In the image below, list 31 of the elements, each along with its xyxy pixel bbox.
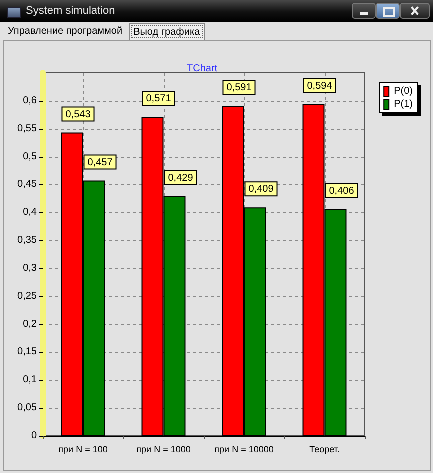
data-label: 0,409 bbox=[248, 184, 274, 196]
data-label: 0,429 bbox=[168, 172, 194, 184]
x-tick-label: при N = 1000 bbox=[136, 444, 191, 454]
y-tick-label: 0,35 bbox=[18, 235, 38, 246]
text: Выод графика bbox=[128, 23, 206, 40]
x-tick-label: при N = 100 bbox=[58, 444, 108, 454]
y-tick-label: 0,1 bbox=[23, 374, 38, 386]
y-tick-label: 0,55 bbox=[18, 123, 38, 134]
y-tick-label: 0,3 bbox=[23, 262, 38, 274]
x-tick-label: при N = 10000 bbox=[214, 444, 274, 454]
data-label: 0,406 bbox=[329, 186, 355, 197]
y-tick-label: 0,4 bbox=[23, 207, 38, 218]
text: Управление программой bbox=[7, 25, 124, 39]
data-label: 0,543 bbox=[66, 109, 92, 120]
text: System simulation bbox=[26, 5, 116, 17]
data-label: 0,457 bbox=[88, 157, 114, 168]
data-label: 0,591 bbox=[226, 82, 252, 94]
chart-title: TChart bbox=[187, 64, 218, 74]
y-tick-label: 0,5 bbox=[23, 151, 38, 162]
y-tick-label: 0,45 bbox=[18, 179, 38, 190]
legend-label: P(0) bbox=[394, 86, 414, 97]
y-tick-label: 0,05 bbox=[18, 402, 38, 414]
y-tick-label: 0,6 bbox=[23, 95, 38, 106]
legend-label: P(1) bbox=[394, 99, 414, 110]
y-tick-label: 0,25 bbox=[18, 290, 38, 302]
y-tick-label: 0,15 bbox=[18, 346, 38, 358]
data-label: 0,571 bbox=[146, 94, 172, 105]
y-tick-label: 0 bbox=[31, 430, 38, 442]
x-tick-label: Теорет. bbox=[310, 444, 340, 454]
y-tick-label: 0,2 bbox=[23, 318, 38, 330]
data-label: 0,594 bbox=[307, 80, 333, 92]
